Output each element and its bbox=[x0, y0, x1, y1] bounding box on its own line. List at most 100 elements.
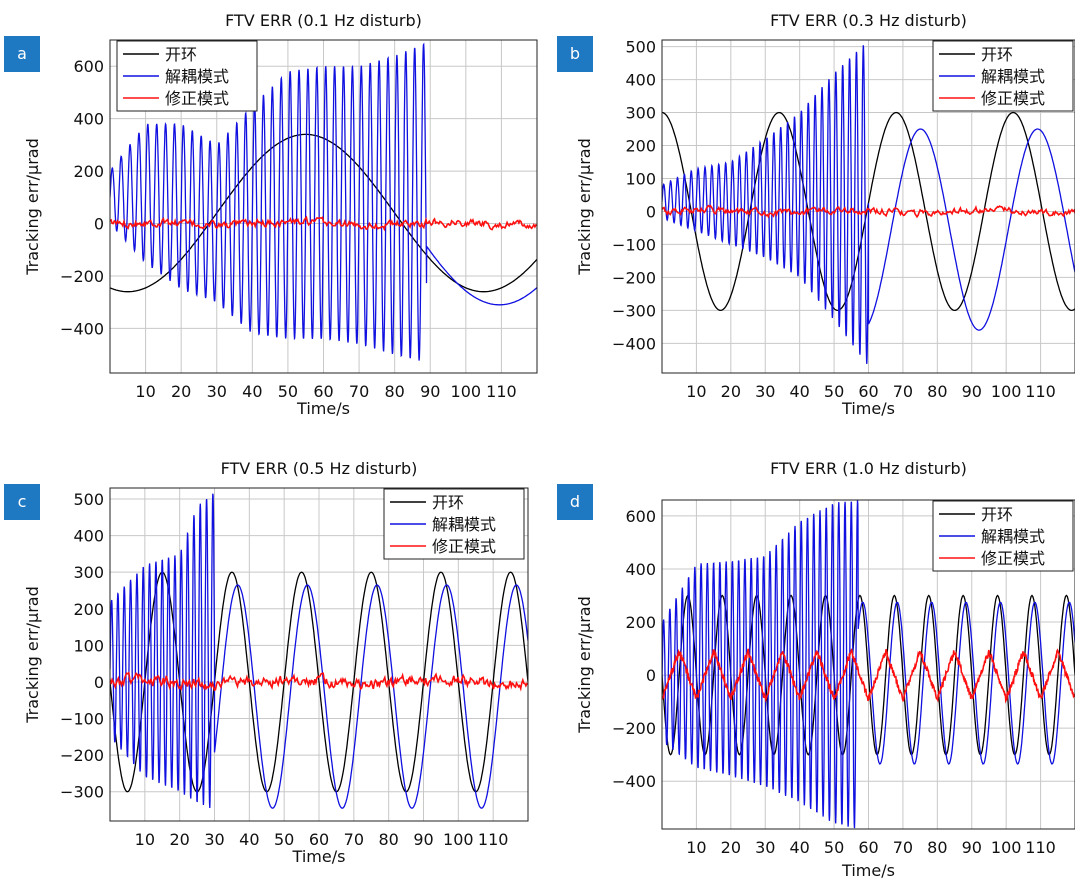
xtick-label: 10 bbox=[686, 382, 706, 401]
xtick-label: 30 bbox=[204, 830, 224, 849]
xtick-label: 20 bbox=[721, 838, 741, 857]
xtick-label: 30 bbox=[207, 382, 227, 401]
panel-badge-a: a bbox=[4, 36, 40, 72]
ytick-label: −200 bbox=[60, 267, 104, 286]
x-axis-label: Time/s bbox=[841, 399, 895, 418]
plot-area bbox=[662, 45, 1075, 364]
series-line-2 bbox=[110, 215, 537, 232]
ytick-label: 0 bbox=[646, 202, 656, 221]
xtick-label: 110 bbox=[1025, 382, 1056, 401]
xtick-label: 50 bbox=[824, 838, 844, 857]
ytick-label: 200 bbox=[73, 162, 104, 181]
xtick-label: 70 bbox=[349, 382, 369, 401]
ytick-label: 400 bbox=[73, 110, 104, 129]
ytick-label: 0 bbox=[646, 666, 656, 685]
ytick-label: −200 bbox=[60, 746, 104, 765]
x-axis-label: Time/s bbox=[296, 399, 350, 418]
xtick-label: 80 bbox=[927, 382, 947, 401]
legend-label-1: 解耦模式 bbox=[981, 67, 1045, 86]
xtick-label: 50 bbox=[274, 830, 294, 849]
plot-area bbox=[110, 42, 537, 361]
x-axis-label: Time/s bbox=[292, 847, 346, 866]
series-line-0 bbox=[110, 133, 537, 293]
ytick-label: −100 bbox=[60, 710, 104, 729]
chart-title: FTV ERR (1.0 Hz disturb) bbox=[770, 459, 967, 478]
legend-label-2: 修正模式 bbox=[981, 549, 1045, 568]
xtick-label: 60 bbox=[313, 382, 333, 401]
legend-label-2: 修正模式 bbox=[981, 89, 1045, 108]
ytick-label: 600 bbox=[625, 507, 656, 526]
ytick-label: 400 bbox=[625, 71, 656, 90]
panel-badge-b: b bbox=[557, 36, 593, 72]
panel-badge-c: c bbox=[4, 484, 40, 520]
xtick-label: 20 bbox=[169, 830, 189, 849]
panel-badge-d: d bbox=[557, 484, 593, 520]
legend-label-1: 解耦模式 bbox=[981, 527, 1045, 546]
chart-panel-b: 10 20 30 40 50 60 70 80 90 100 110−400−300−200−100… bbox=[575, 11, 1075, 418]
series-line-1 bbox=[662, 500, 1075, 829]
legend-label-0: 开环 bbox=[981, 45, 1013, 64]
xtick-label: 110 bbox=[478, 830, 509, 849]
xtick-label: 20 bbox=[171, 382, 191, 401]
ytick-label: 500 bbox=[73, 490, 104, 509]
series-line-2 bbox=[662, 648, 1075, 704]
ytick-label: −400 bbox=[612, 334, 656, 353]
axes-frame bbox=[109, 487, 529, 822]
legend-label-2: 修正模式 bbox=[165, 89, 229, 108]
ytick-label: 300 bbox=[73, 563, 104, 582]
legend-label-0: 开环 bbox=[432, 493, 464, 512]
ytick-label: 200 bbox=[625, 137, 656, 156]
plot-area bbox=[110, 493, 528, 809]
ytick-label: −400 bbox=[60, 319, 104, 338]
xtick-label: 90 bbox=[420, 382, 440, 401]
ytick-label: 200 bbox=[73, 600, 104, 619]
xtick-label: 70 bbox=[893, 838, 913, 857]
legend-label-0: 开环 bbox=[981, 505, 1013, 524]
legend-label-0: 开环 bbox=[165, 45, 197, 64]
x-axis-label: Time/s bbox=[841, 861, 895, 880]
plot-area bbox=[662, 500, 1075, 829]
xtick-label: 100 bbox=[991, 382, 1022, 401]
ytick-label: 600 bbox=[73, 57, 104, 76]
xtick-label: 100 bbox=[991, 838, 1022, 857]
chart-panel-d: 10 20 30 40 50 60 70 80 90 100 110 −400 −200 0 200 400 6… bbox=[575, 459, 1075, 880]
xtick-label: 60 bbox=[309, 830, 329, 849]
ytick-label: 0 bbox=[94, 215, 104, 234]
chart-title: FTV ERR (0.5 Hz disturb) bbox=[221, 459, 418, 478]
xtick-label: 90 bbox=[413, 830, 433, 849]
xtick-label: 100 bbox=[451, 382, 482, 401]
ytick-label: −200 bbox=[612, 719, 656, 738]
xtick-label: 40 bbox=[789, 382, 809, 401]
xtick-label: 110 bbox=[1025, 838, 1056, 857]
xtick-label: 100 bbox=[443, 830, 474, 849]
legend-label-2: 修正模式 bbox=[432, 537, 496, 556]
ytick-label: 500 bbox=[625, 38, 656, 57]
ytick-label: −100 bbox=[612, 235, 656, 254]
xtick-label: 40 bbox=[242, 382, 262, 401]
xtick-label: 50 bbox=[278, 382, 298, 401]
chart-title: FTV ERR (0.3 Hz disturb) bbox=[770, 11, 967, 30]
xtick-label: 60 bbox=[858, 838, 878, 857]
ytick-label: −400 bbox=[612, 772, 656, 791]
ytick-label: 400 bbox=[73, 527, 104, 546]
xtick-label: 70 bbox=[893, 382, 913, 401]
chart-panel-c: 10 20 30 40 50 60 70 80 90 100 110−300−200−1000100… bbox=[23, 459, 529, 866]
ytick-label: 100 bbox=[73, 636, 104, 655]
y-axis-label: Tracking err/μrad bbox=[575, 596, 594, 734]
axes-frame bbox=[109, 39, 538, 374]
series-line-0 bbox=[662, 111, 1075, 312]
ytick-label: 100 bbox=[625, 169, 656, 188]
chart-title: FTV ERR (0.1 Hz disturb) bbox=[225, 11, 422, 30]
xtick-label: 80 bbox=[378, 830, 398, 849]
axes-frame bbox=[661, 499, 1075, 830]
xtick-label: 40 bbox=[789, 838, 809, 857]
xtick-label: 30 bbox=[755, 838, 775, 857]
xtick-label: 80 bbox=[927, 838, 947, 857]
ytick-label: −200 bbox=[612, 268, 656, 287]
xtick-label: 90 bbox=[962, 382, 982, 401]
xtick-label: 80 bbox=[384, 382, 404, 401]
ytick-label: 300 bbox=[625, 104, 656, 123]
series-line-2 bbox=[662, 204, 1075, 219]
xtick-label: 10 bbox=[135, 830, 155, 849]
